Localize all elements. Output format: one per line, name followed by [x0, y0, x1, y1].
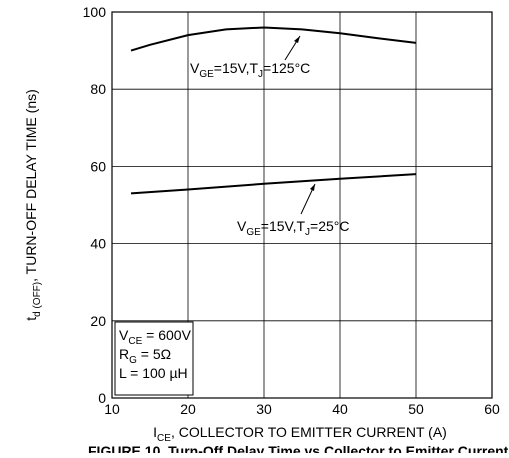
series-line: [130, 26, 417, 52]
y-tick-label: 0: [98, 390, 106, 406]
x-tick-label: 50: [408, 401, 424, 417]
text-part: CE: [128, 336, 142, 347]
chart-title: FIGURE 10. Turn-Off Delay Time vs Collec…: [88, 443, 509, 453]
text-part: t: [23, 317, 39, 321]
text-part: V: [119, 327, 129, 343]
text-part: J: [305, 227, 310, 238]
y-tick-label: 100: [83, 4, 107, 20]
text-part: d (OFF): [32, 282, 43, 317]
text-part: I: [153, 424, 157, 440]
x-tick-label: 60: [484, 401, 500, 417]
text-part: , TURN-OFF DELAY TIME (ns): [23, 89, 39, 282]
series-label: VGE=15V,TJ=125°C: [190, 60, 310, 80]
text-part: = 600V: [142, 327, 191, 343]
y-tick-label: 60: [90, 158, 106, 174]
text-part: G: [129, 355, 137, 366]
arrow-head: [294, 36, 300, 43]
conditions-box: [114, 321, 194, 396]
condition: L = 100 µH: [119, 365, 188, 381]
text-part: , COLLECTOR TO EMITTER CURRENT (A): [171, 424, 447, 440]
y-axis-label: td (OFF), TURN-OFF DELAY TIME (ns): [23, 89, 43, 321]
x-tick-label: 20: [180, 401, 196, 417]
arrow-head: [310, 184, 315, 191]
condition: VCE = 600V: [119, 327, 192, 347]
y-tick-label: 40: [90, 236, 106, 252]
text-part: L = 100 µH: [119, 365, 188, 381]
y-tick-label: 80: [90, 81, 106, 97]
text-part: CE: [157, 433, 171, 444]
text-part: = 5Ω: [137, 346, 171, 362]
series-line: [130, 173, 417, 195]
text-part: =25°C: [310, 218, 349, 234]
text-part: =15V,T: [214, 60, 259, 76]
x-tick-label: 30: [256, 401, 272, 417]
text-part: GE: [246, 227, 261, 238]
text-part: J: [258, 69, 263, 80]
text-part: =125°C: [263, 60, 310, 76]
y-tick-label: 20: [90, 313, 106, 329]
text-part: V: [237, 218, 247, 234]
plot-frame: [111, 11, 493, 399]
text-part: =15V,T: [261, 218, 306, 234]
condition: RG = 5Ω: [119, 346, 171, 366]
series-label: VGE=15V,TJ=25°C: [237, 218, 350, 238]
x-axis-label: ICE, COLLECTOR TO EMITTER CURRENT (A): [153, 424, 447, 444]
text-part: GE: [199, 69, 214, 80]
text-part: V: [190, 60, 200, 76]
x-tick-label: 10: [104, 401, 120, 417]
x-tick-label: 40: [332, 401, 348, 417]
text-part: R: [119, 346, 129, 362]
